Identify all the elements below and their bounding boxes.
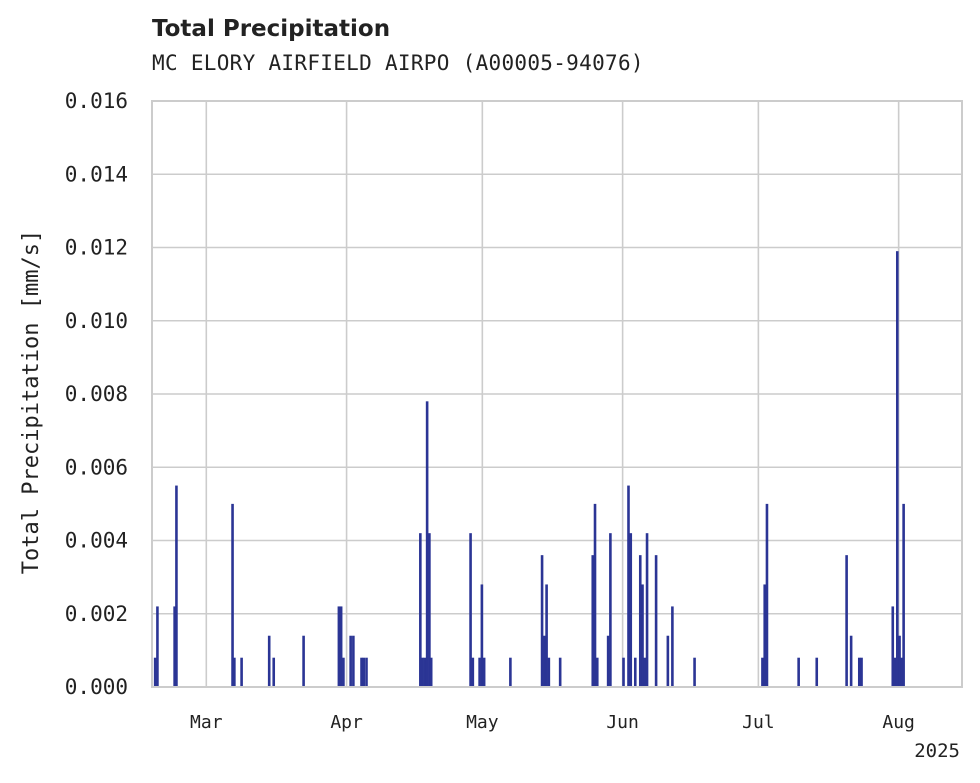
y-tick-label: 0.012 <box>65 236 128 260</box>
precip-bar <box>360 657 363 687</box>
precip-bar <box>591 555 595 687</box>
precip-bar <box>638 555 642 687</box>
y-tick-label: 0.002 <box>65 602 128 626</box>
precip-bar <box>593 503 597 687</box>
y-tick-label: 0.006 <box>65 455 128 479</box>
y-axis-label: Total Precipitation [mm/s] <box>19 230 44 574</box>
precip-bar <box>654 555 658 687</box>
precip-bar <box>509 657 512 687</box>
precip-bar <box>540 555 544 687</box>
precip-bar <box>891 606 895 687</box>
precip-bar <box>469 533 472 687</box>
precip-bar <box>558 657 562 687</box>
precip-bar <box>671 606 674 687</box>
precip-bar <box>860 657 863 687</box>
grid <box>152 101 962 687</box>
precip-bar <box>480 584 484 687</box>
precip-bar <box>845 555 848 687</box>
precip-bar <box>339 606 343 687</box>
precip-bar <box>629 533 633 687</box>
precip-bar <box>641 584 644 687</box>
precip-bar <box>761 657 764 687</box>
precip-bar <box>547 657 551 687</box>
precip-bar <box>627 485 630 687</box>
precip-bar <box>765 503 769 687</box>
y-axis-ticks: 0.000 0.002 0.004 0.006 0.008 0.010 0.012 0.014… <box>65 89 128 699</box>
precip-bar <box>173 606 176 687</box>
precip-bar <box>763 584 767 687</box>
precip-bar <box>478 657 481 687</box>
precip-bar <box>231 503 234 687</box>
x-tick-label: Jun <box>606 712 639 733</box>
x-tick-label: May <box>466 712 499 733</box>
precip-bar <box>156 606 159 687</box>
precip-bar <box>666 635 670 687</box>
y-tick-label: 0.014 <box>65 162 128 186</box>
precip-bar <box>545 584 548 687</box>
precip-bar <box>267 635 271 687</box>
chart-subtitle: MC ELORY AIRFIELD AIRPO (A00005-94076) <box>152 51 644 75</box>
precip-bar <box>272 657 276 687</box>
chart-title: Total Precipitation <box>152 16 391 42</box>
precip-bar <box>153 657 157 687</box>
x-axis-ticks: Mar Apr May Jun Jul Aug <box>190 712 915 733</box>
precip-bar <box>895 251 899 687</box>
precip-bar <box>365 657 368 687</box>
x-tick-label: Aug <box>882 712 915 733</box>
precip-bar <box>482 657 486 687</box>
x-tick-label: Apr <box>330 712 363 733</box>
precip-bar <box>233 657 236 687</box>
precip-bar <box>902 503 905 687</box>
precip-bar <box>900 657 903 687</box>
precip-bar <box>240 657 243 687</box>
precip-bar <box>421 657 424 687</box>
y-tick-label: 0.004 <box>65 529 128 553</box>
precip-bar <box>419 533 422 687</box>
y-tick-label: 0.010 <box>65 309 128 333</box>
plot-frame <box>151 100 963 688</box>
precip-bar <box>337 606 341 687</box>
precip-bar <box>362 657 366 687</box>
precip-bar <box>175 485 178 687</box>
precip-bar <box>423 657 427 687</box>
precip-bar <box>428 533 431 687</box>
x-tick-label: Jul <box>742 712 775 733</box>
y-tick-label: 0.016 <box>65 89 128 113</box>
precip-bar <box>693 657 696 687</box>
precip-bar <box>645 533 649 687</box>
x-axis-year-label: 2025 <box>914 740 960 762</box>
precip-bar <box>893 657 897 687</box>
precip-bar <box>815 657 819 687</box>
precip-bar <box>595 657 599 687</box>
precip-bar <box>342 657 345 687</box>
precip-bar <box>857 657 861 687</box>
precip-bar <box>429 657 433 687</box>
precip-bar <box>622 657 625 687</box>
precip-bar <box>849 635 853 687</box>
precip-bar <box>898 635 901 687</box>
y-tick-label: 0.000 <box>65 675 128 699</box>
precip-bar <box>643 657 647 687</box>
precip-bar <box>609 533 612 687</box>
precip-bar <box>797 657 800 687</box>
y-tick-label: 0.008 <box>65 382 128 406</box>
precip-bar <box>633 657 637 687</box>
precip-bar <box>302 635 305 687</box>
precip-bar <box>425 401 429 687</box>
precip-bar <box>349 635 352 687</box>
x-tick-label: Mar <box>190 712 223 733</box>
precip-bar <box>543 635 546 687</box>
precip-bar <box>606 635 610 687</box>
bars <box>153 251 905 687</box>
precip-bar <box>352 635 355 687</box>
precip-bar <box>471 657 475 687</box>
